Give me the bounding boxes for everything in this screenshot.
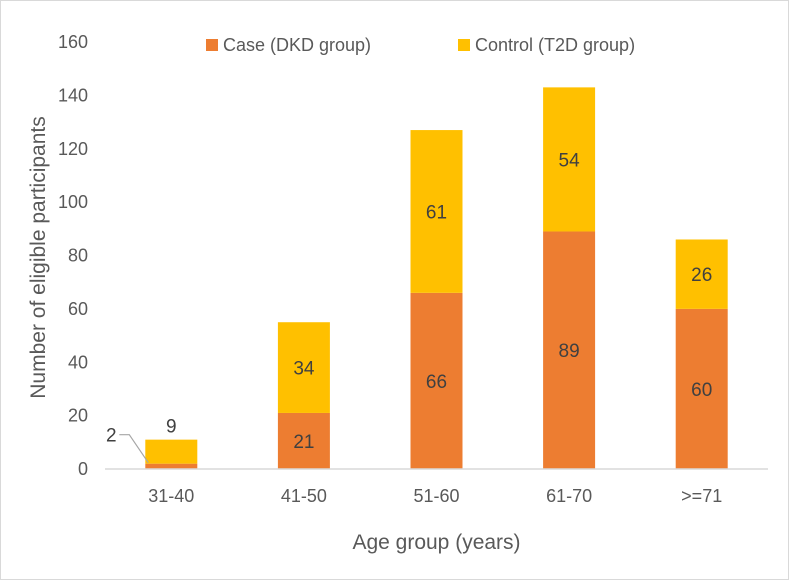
x-axis-title: Age group (years) — [352, 531, 520, 554]
x-tick-label: 31-40 — [148, 486, 194, 506]
data-label: 61 — [426, 202, 447, 223]
bar-segment-control — [277, 322, 330, 413]
y-tick-label: 20 — [68, 406, 88, 426]
data-label: 60 — [691, 380, 712, 401]
bar-segment-case — [277, 412, 330, 469]
bar-segment-case — [410, 292, 463, 469]
bar-segment-control — [145, 439, 198, 464]
y-tick-label: 60 — [68, 299, 88, 319]
data-label: 26 — [691, 265, 712, 286]
x-tick-label: 41-50 — [281, 486, 327, 506]
x-tick-label: >=71 — [681, 486, 722, 506]
x-tick-label: 61-70 — [546, 486, 592, 506]
x-tick-label: 51-60 — [413, 486, 459, 506]
data-label: 21 — [293, 432, 314, 453]
y-tick-label: 140 — [58, 85, 88, 105]
y-tick-label: 120 — [58, 139, 88, 159]
data-label: 2 — [106, 426, 117, 447]
bar-segment-case — [675, 308, 728, 469]
y-axis-title: Number of eligible participants — [27, 116, 50, 398]
bar-segment-control — [410, 130, 463, 293]
y-tick-label: 160 — [58, 32, 88, 52]
data-label: 54 — [559, 150, 581, 171]
x-axis-ticks: 31-40 41-50 51-60 61-70 >=71 — [148, 486, 722, 506]
y-tick-label: 80 — [68, 246, 88, 266]
legend-label: Control (T2D group) — [475, 35, 635, 55]
data-label: 89 — [559, 341, 580, 362]
y-tick-label: 100 — [58, 192, 88, 212]
y-axis-ticks: 0 20 40 60 80 100 120 140 160 — [58, 32, 88, 479]
data-label: 9 — [166, 417, 177, 438]
bar-segment-control — [675, 239, 728, 309]
bar-segment-control — [543, 87, 596, 232]
legend-swatch — [458, 39, 470, 51]
legend: Case (DKD group) Control (T2D group) — [206, 35, 635, 55]
bar-segment-case — [543, 231, 596, 469]
data-label: 34 — [293, 359, 315, 380]
bars — [145, 87, 728, 469]
legend-label: Case (DKD group) — [223, 35, 371, 55]
y-tick-label: 40 — [68, 352, 88, 372]
legend-swatch — [206, 39, 218, 51]
bar-segment-case — [145, 463, 198, 469]
data-labels: 2 9 21 34 66 61 89 54 60 26 — [106, 150, 712, 463]
leader-line — [119, 434, 149, 463]
y-tick-label: 0 — [78, 459, 88, 479]
data-label: 66 — [426, 372, 447, 393]
